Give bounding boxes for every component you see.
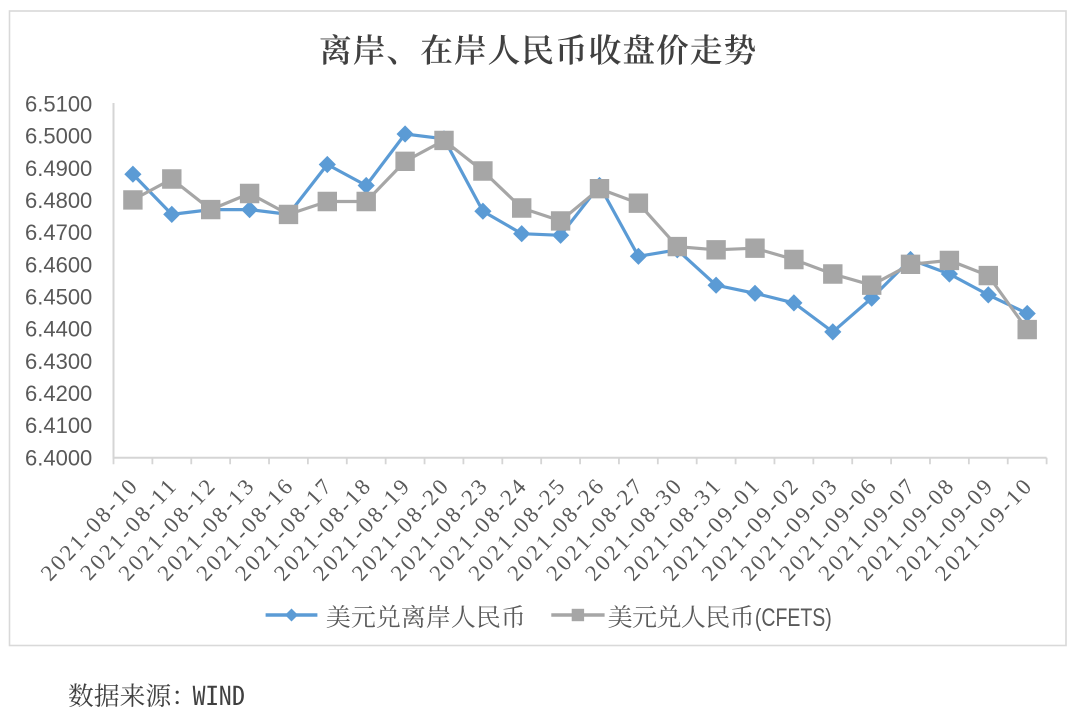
svg-text:6.4200: 6.4200: [25, 381, 92, 406]
svg-text:6.5100: 6.5100: [25, 91, 92, 116]
svg-text:6.4000: 6.4000: [25, 445, 92, 470]
svg-text:6.5000: 6.5000: [25, 124, 92, 149]
svg-text:6.4800: 6.4800: [25, 188, 92, 213]
svg-text:6.4300: 6.4300: [25, 349, 92, 374]
svg-text:6.4900: 6.4900: [25, 156, 92, 181]
svg-text:6.4600: 6.4600: [25, 252, 92, 277]
svg-text:6.4100: 6.4100: [25, 413, 92, 438]
svg-text:(CFETS): (CFETS): [755, 604, 832, 632]
svg-text:6.4500: 6.4500: [25, 285, 92, 310]
svg-text:6.4700: 6.4700: [25, 220, 92, 245]
svg-text:6.4400: 6.4400: [25, 317, 92, 342]
